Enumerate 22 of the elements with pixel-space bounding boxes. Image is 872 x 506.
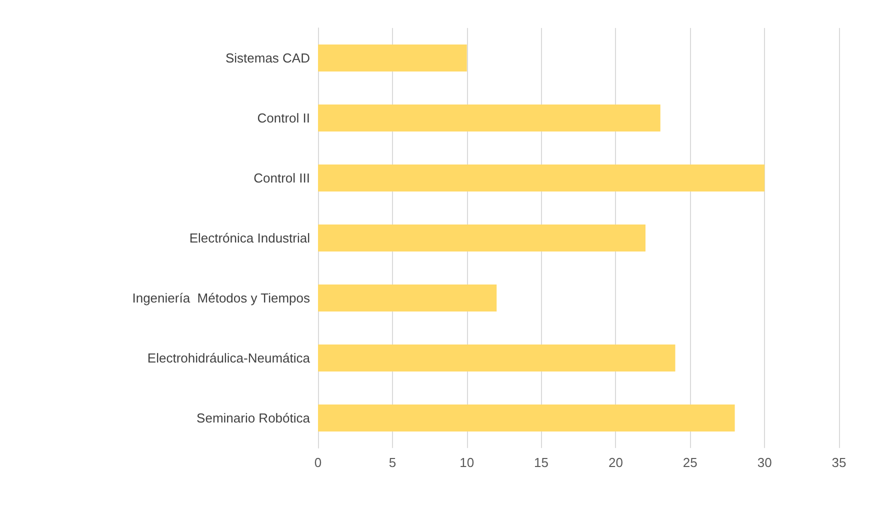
bar <box>318 284 497 312</box>
bar <box>318 224 646 252</box>
bar <box>318 104 660 132</box>
y-tick-label: Electrónica Industrial <box>189 230 310 246</box>
y-tick-label: Sistemas CAD <box>225 50 310 66</box>
x-tick-label: 25 <box>682 455 698 470</box>
bar <box>318 404 735 432</box>
y-tick-label: Electrohidráulica-Neumática <box>147 350 311 366</box>
x-tick-label: 15 <box>534 455 549 470</box>
x-tick-label: 20 <box>608 455 623 470</box>
y-tick-label: Control II <box>257 110 310 126</box>
x-tick-label: 30 <box>757 455 772 470</box>
x-tick-label: 0 <box>314 455 322 470</box>
y-tick-label: Seminario Robótica <box>196 410 311 426</box>
bar <box>318 344 676 372</box>
bar <box>318 44 467 72</box>
bar <box>318 164 765 192</box>
y-tick-label: Ingeniería Métodos y Tiempos <box>132 290 310 306</box>
y-tick-label: Control III <box>254 170 310 186</box>
x-tick-label: 10 <box>460 455 474 470</box>
x-tick-label: 35 <box>832 455 846 470</box>
x-tick-label: 5 <box>388 455 396 470</box>
